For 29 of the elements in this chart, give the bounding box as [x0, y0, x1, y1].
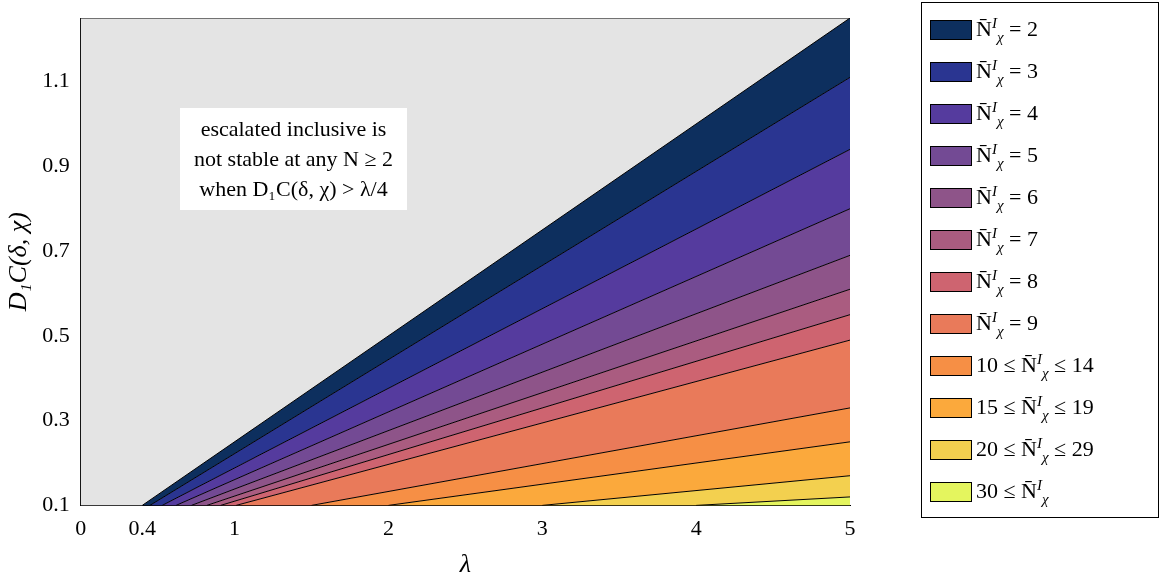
legend-label: 20 ≤ N̄$^{I}$$_{χ}$ ≤ 29	[976, 434, 1094, 466]
legend-label: N̄$^{I}$$_{χ}$ = 5	[976, 140, 1038, 172]
x-axis-title: λ	[458, 549, 471, 579]
legend-label: N̄$^{I}$$_{χ}$ = 2	[976, 14, 1038, 46]
y-tick-label: 0.1	[42, 491, 70, 517]
annotation: not stable at any N ≥ 2	[194, 145, 394, 173]
legend-label: N̄$^{I}$$_{χ}$ = 6	[976, 182, 1038, 214]
y-tick-label: 0.7	[42, 236, 70, 262]
y-tick-label: 1.1	[42, 67, 70, 93]
x-tick-label: 1	[229, 515, 241, 541]
legend-label: N̄$^{I}$$_{χ}$ = 9	[976, 308, 1038, 340]
annotation: when D₁C(δ, χ) > λ/4	[198, 175, 389, 203]
y-tick-label: 0.5	[42, 321, 70, 347]
legend-label: N̄$^{I}$$_{χ}$ = 7	[976, 224, 1038, 256]
legend-label: N̄$^{I}$$_{χ}$ = 3	[976, 56, 1038, 88]
annotation: escalated inclusive is	[199, 115, 388, 143]
legend-label: 15 ≤ N̄$^{I}$$_{χ}$ ≤ 19	[976, 392, 1094, 424]
x-tick-label: 0	[75, 515, 87, 541]
legend-label: N̄$^{I}$$_{χ}$ = 4	[976, 98, 1038, 130]
y-tick-label: 0.9	[42, 152, 70, 178]
x-tick-label: 0.4	[128, 515, 156, 541]
x-tick-label: 5	[844, 515, 856, 541]
y-axis-title: D₁C(δ, χ)	[3, 212, 33, 313]
legend-label: N̄$^{I}$$_{χ}$ = 8	[976, 266, 1038, 298]
x-tick-label: 3	[536, 515, 548, 541]
x-tick-label: 2	[382, 515, 394, 541]
legend-label: 10 ≤ N̄$^{I}$$_{χ}$ ≤ 14	[976, 350, 1094, 382]
x-tick-label: 4	[690, 515, 702, 541]
y-tick-label: 0.3	[42, 406, 70, 432]
